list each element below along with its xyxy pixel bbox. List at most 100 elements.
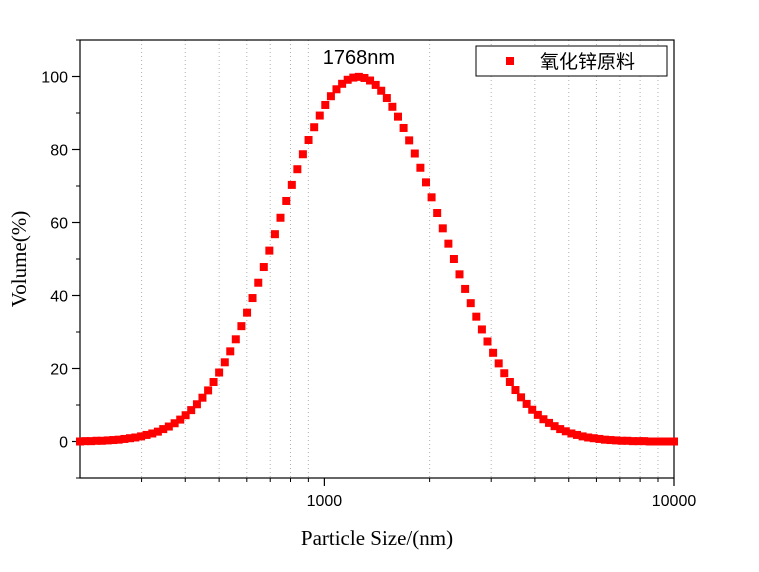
data-point [209, 378, 218, 387]
data-point [332, 85, 341, 94]
data-point [600, 435, 609, 444]
data-point [472, 312, 481, 321]
x-tick-label: 10000 [652, 493, 697, 510]
data-point [126, 434, 135, 443]
data-point [198, 393, 207, 402]
data-point [556, 425, 565, 434]
data-point [326, 92, 335, 101]
data-point [120, 434, 129, 443]
data-point [338, 79, 347, 88]
data-point [360, 73, 369, 82]
data-point [176, 415, 185, 424]
data-point [623, 436, 632, 445]
y-tick-label: 100 [41, 70, 68, 87]
data-point [494, 359, 503, 368]
data-point [231, 335, 240, 344]
data-point [438, 224, 447, 233]
plot-frame [79, 39, 675, 479]
data-point [293, 165, 302, 174]
data-point [670, 437, 678, 446]
data-point [662, 437, 671, 446]
data-point [545, 418, 554, 427]
data-point [254, 278, 263, 287]
data-point [153, 427, 162, 436]
data-point [489, 348, 498, 357]
data-point [97, 436, 106, 445]
data-point [483, 337, 492, 346]
data-point [265, 246, 274, 255]
data-point [656, 437, 665, 446]
data-point [466, 299, 475, 308]
data-point [192, 400, 201, 409]
data-point [433, 209, 442, 218]
data-point [651, 437, 660, 446]
data-point [427, 193, 436, 202]
grid [141, 40, 659, 478]
data-point [567, 429, 576, 438]
x-axis-title: Particle Size/(nm) [301, 526, 453, 550]
data-point [276, 213, 285, 222]
data-point [287, 180, 296, 189]
data-point [449, 255, 458, 263]
axis-ticks: 1000 10000 0 20 40 60 80 100 [41, 39, 697, 510]
data-point [103, 436, 112, 445]
data-point [640, 437, 649, 446]
data-point [595, 434, 604, 443]
data-point [477, 325, 486, 334]
data-point [164, 422, 173, 431]
data-point [578, 432, 587, 441]
data-point [92, 436, 101, 445]
data-point [382, 94, 391, 103]
data-point [634, 437, 643, 446]
data-point [215, 368, 224, 377]
data-point [131, 433, 140, 442]
x-tick-label: 1000 [307, 493, 343, 510]
data-point [377, 86, 386, 95]
legend: 氧化锌原料 [475, 45, 668, 77]
data-point [505, 378, 514, 387]
data-point [606, 436, 615, 445]
data-point [248, 294, 257, 303]
peak-annotation: 1768nm [323, 47, 395, 69]
data-point [500, 369, 509, 378]
data-point [628, 437, 637, 446]
data-point [584, 433, 593, 442]
data-point [237, 322, 246, 331]
data-point [109, 436, 118, 445]
data-point [298, 150, 307, 159]
data-point [170, 419, 179, 428]
data-point [349, 73, 358, 82]
data-point [114, 435, 123, 444]
data-point [533, 410, 542, 419]
data-point [86, 437, 95, 446]
data-point [444, 239, 453, 248]
data-point [388, 102, 397, 111]
data-point [517, 393, 526, 402]
data-point [181, 411, 190, 420]
data-point [539, 415, 548, 424]
data-point [148, 429, 157, 438]
data-point [304, 136, 313, 145]
data-point [343, 75, 352, 84]
data-point [617, 436, 626, 445]
data-point [354, 72, 363, 81]
data-point [282, 196, 291, 205]
data-point [455, 270, 464, 279]
data-point [204, 386, 213, 395]
data-point [366, 76, 375, 85]
data-point [310, 123, 319, 132]
data-point [405, 136, 414, 145]
data-point [371, 80, 380, 89]
data-point [572, 430, 581, 439]
data-point [410, 149, 419, 158]
data-point [142, 430, 151, 439]
data-point [259, 263, 268, 272]
data-point [81, 437, 90, 446]
data-point [461, 284, 470, 293]
data-point [612, 436, 621, 445]
data-point [137, 432, 146, 441]
y-tick-label: 80 [50, 143, 68, 160]
legend-label: 氧化锌原料 [540, 51, 635, 73]
y-axis-title: Volume(%) [7, 211, 31, 307]
data-point [76, 437, 84, 446]
